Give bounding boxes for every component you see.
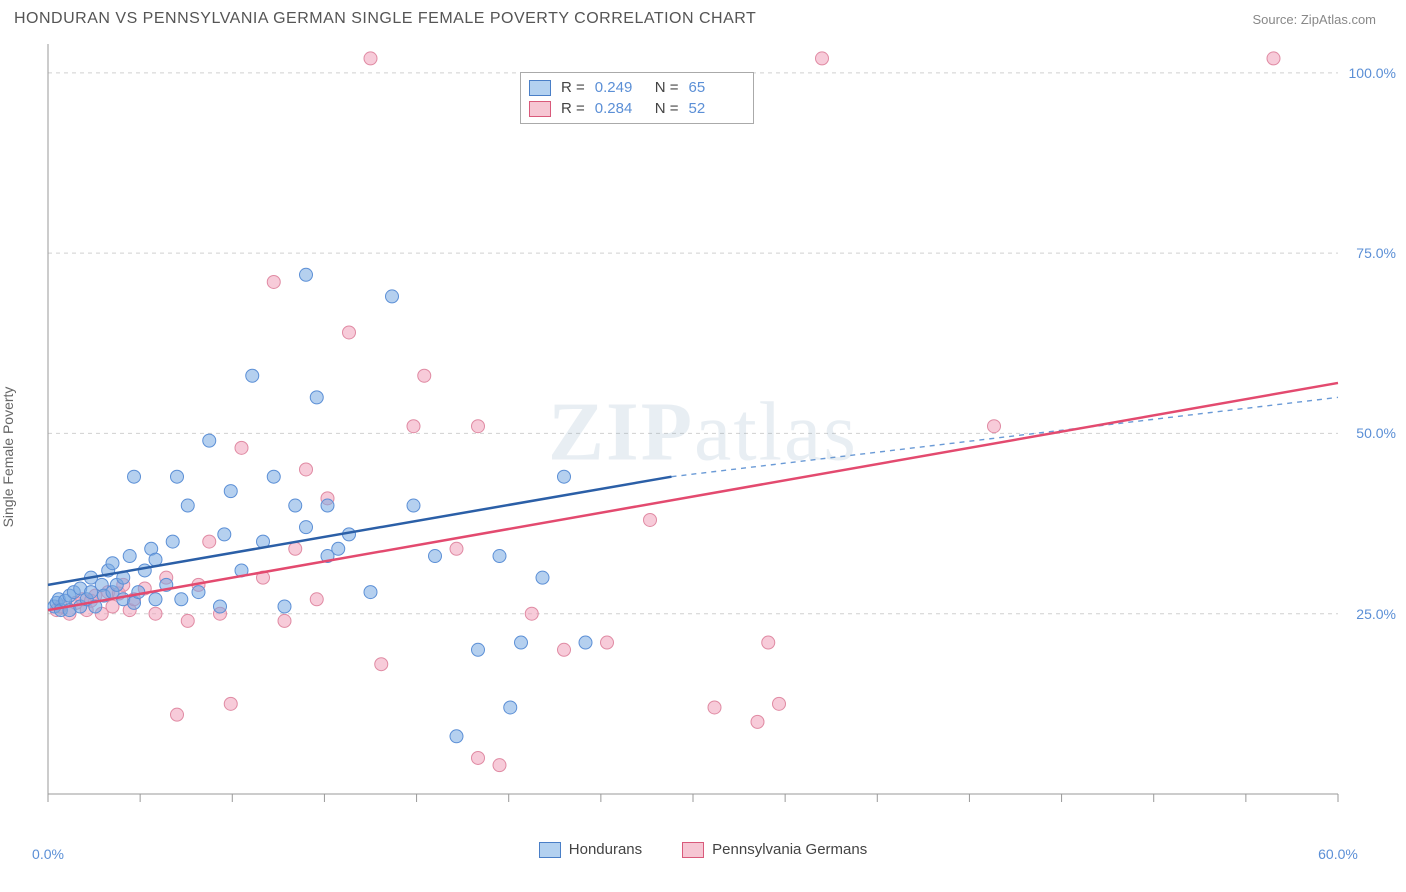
legend-swatch	[529, 80, 551, 96]
scatter-plot-svg	[38, 34, 1388, 824]
y-axis-label: Single Female Poverty	[0, 387, 16, 528]
legend-stats-row: R = 0.284 N = 52	[529, 98, 739, 119]
legend-stats-row: R = 0.249 N = 65	[529, 77, 739, 98]
legend-swatch	[539, 842, 561, 858]
r-value: 0.284	[595, 100, 645, 117]
y-tick-label: 100.0%	[1349, 65, 1396, 81]
legend-stats-box: R = 0.249 N = 65 R = 0.284 N = 52	[520, 72, 754, 124]
y-tick-label: 75.0%	[1356, 245, 1396, 261]
legend-label: Hondurans	[569, 841, 642, 858]
legend-swatch	[529, 101, 551, 117]
chart-header: HONDURAN VS PENNSYLVANIA GERMAN SINGLE F…	[0, 0, 1406, 34]
r-label: R =	[561, 79, 585, 96]
y-tick-label: 50.0%	[1356, 425, 1396, 441]
chart-area: Single Female Poverty ZIPatlas R = 0.249…	[0, 34, 1406, 864]
y-tick-label: 25.0%	[1356, 606, 1396, 622]
r-label: R =	[561, 100, 585, 117]
chart-source: Source: ZipAtlas.com	[1252, 12, 1376, 27]
chart-title: HONDURAN VS PENNSYLVANIA GERMAN SINGLE F…	[14, 10, 756, 28]
legend-bottom: Hondurans Pennsylvania Germans	[0, 841, 1406, 858]
n-label: N =	[655, 100, 679, 117]
n-value: 65	[689, 79, 739, 96]
legend-label: Pennsylvania Germans	[712, 841, 867, 858]
legend-swatch	[682, 842, 704, 858]
n-value: 52	[689, 100, 739, 117]
n-label: N =	[655, 79, 679, 96]
r-value: 0.249	[595, 79, 645, 96]
legend-item: Hondurans	[539, 841, 642, 858]
legend-item: Pennsylvania Germans	[682, 841, 867, 858]
